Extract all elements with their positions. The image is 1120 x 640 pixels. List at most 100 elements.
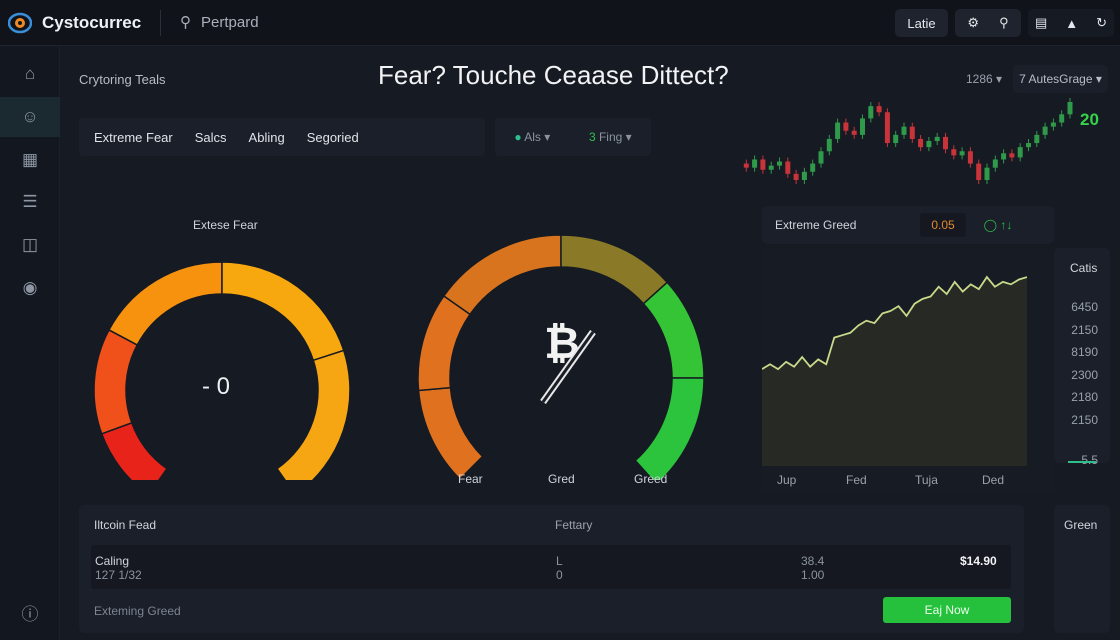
gauge-label-gred: Gred (548, 472, 575, 486)
candle (835, 122, 841, 139)
candle (760, 159, 766, 170)
candle (1059, 114, 1065, 123)
search-icon: ⚲ (180, 14, 191, 31)
bitcoin-icon: ₿ (540, 319, 596, 405)
user-icon[interactable]: ☺ (0, 97, 60, 137)
candle (818, 151, 824, 164)
row-cell: 1.00 (801, 568, 825, 582)
latest-label: Latie (907, 15, 936, 31)
area-chart (762, 275, 1027, 466)
tab-segoried[interactable]: Segoried (306, 129, 359, 145)
filter-als[interactable]: ● Als ▾ (514, 130, 551, 144)
row-cell: 0 (556, 568, 563, 582)
gauge-segment (276, 349, 351, 480)
search-icon[interactable]: ⚲ (999, 15, 1009, 30)
candle (843, 122, 849, 131)
last-price-label: 20 (1080, 110, 1099, 129)
gauge-segment (634, 377, 705, 480)
wallet-icon[interactable]: ▦ (21, 150, 39, 169)
help-icon[interactable]: ⓘ (21, 604, 39, 624)
candle (976, 163, 982, 180)
tab-salcs[interactable]: Salcs (194, 129, 227, 145)
brand-name: Cystocurrec (42, 13, 142, 32)
gauge-segment (442, 234, 562, 316)
fear-gauge (93, 261, 351, 480)
section-subtitle: Crytoring Teals (79, 72, 166, 87)
candle (810, 163, 816, 172)
filter-fing[interactable]: 3 Fing ▾ (588, 130, 632, 144)
candle (768, 165, 774, 170)
candle (1026, 143, 1031, 148)
gauge-segment (417, 294, 472, 392)
side-list-title: Catis (1070, 261, 1098, 275)
row-name: Caling (95, 554, 130, 568)
feed-column-header: Fettary (555, 518, 593, 532)
candle (777, 161, 782, 166)
area-line (762, 275, 1027, 371)
upload-icon[interactable]: ▲ (1065, 15, 1079, 31)
candle (851, 130, 857, 135)
gauge-segment (642, 281, 705, 379)
candle (1050, 122, 1056, 127)
gauge-left-label: Extese Fear (193, 218, 258, 232)
side-list-value: 2150 (1071, 412, 1098, 427)
candle (1001, 153, 1007, 160)
cards-icon[interactable]: ◫ (21, 235, 39, 254)
candle (1017, 147, 1023, 158)
gauge-segment (417, 386, 484, 480)
gear-icon[interactable]: ⚙ (967, 15, 980, 30)
latest-button[interactable]: Latie (895, 9, 948, 37)
candle (1034, 134, 1040, 144)
candle (1009, 153, 1015, 158)
tab-extreme-fear[interactable]: Extreme Fear (94, 129, 173, 145)
candle (943, 136, 948, 150)
greed-label: Extreme Greed (775, 218, 857, 232)
candle (785, 161, 791, 174)
x-label: Fed (846, 473, 867, 487)
candlestick-chart (743, 98, 1073, 184)
chart-icon[interactable]: ☰ (22, 192, 38, 211)
globe-icon[interactable]: ◉ (22, 278, 38, 297)
range-value: 1286 (966, 72, 993, 86)
home-icon[interactable]: ⌂ (24, 64, 36, 83)
earn-now-button[interactable]: Eaj Now (883, 597, 1011, 623)
greed-panel: Extreme Greed 0.05 ◯ ↑↓ (762, 206, 1054, 244)
mode-select[interactable]: 7 AutesGrage ▾ (1013, 65, 1108, 93)
range-select[interactable]: 1286 ▾ (966, 72, 1003, 86)
tab-abling[interactable]: Abling (248, 129, 285, 145)
greed-gauge: ₿ (417, 234, 705, 480)
gauge-left-value: - 0 (202, 373, 231, 400)
candle (934, 136, 940, 141)
logo-icon (8, 12, 32, 34)
trend-toggle[interactable]: ◯ ↑↓ (983, 218, 1013, 232)
x-label: Tuja (915, 473, 938, 487)
candle (951, 149, 957, 156)
x-label: Ded (982, 473, 1005, 487)
search-input[interactable]: ⚲ Pertpard (180, 13, 259, 32)
divider (160, 10, 161, 36)
top-bar: Cystocurrec ⚲ Pertpard Latie ⚙ ⚲ ▤ ▲ ↻ (0, 0, 1120, 46)
candle (868, 106, 874, 119)
candle (909, 126, 915, 139)
side-list-indicator (1068, 461, 1096, 463)
refresh-icon[interactable]: ↻ (1096, 15, 1108, 30)
candle (1067, 102, 1073, 115)
candle (959, 151, 965, 156)
side-list-value: 2180 (1071, 390, 1098, 404)
candle (901, 126, 907, 135)
green-panel-title: Green (1064, 518, 1098, 532)
gauge-label-fear: Fear (458, 472, 483, 486)
gauge-segment (560, 234, 669, 305)
mode-value: 7 AutesGrage (1019, 72, 1093, 86)
gauge-segment (100, 421, 168, 480)
search-value: Pertpard (201, 13, 259, 31)
gauge-segment (107, 261, 223, 346)
candle (992, 159, 998, 168)
feed-footer: Exteming Greed (94, 604, 181, 618)
table-row[interactable]: Caling 127 1/32 L 0 38.4 1.00 $14.90 (91, 545, 1011, 589)
side-list-value: 2150 (1071, 322, 1098, 337)
candle (793, 173, 799, 180)
side-list-value: 6450 (1071, 300, 1098, 314)
wallet-icon[interactable]: ▤ (1034, 15, 1048, 30)
area-fill (762, 277, 1027, 466)
